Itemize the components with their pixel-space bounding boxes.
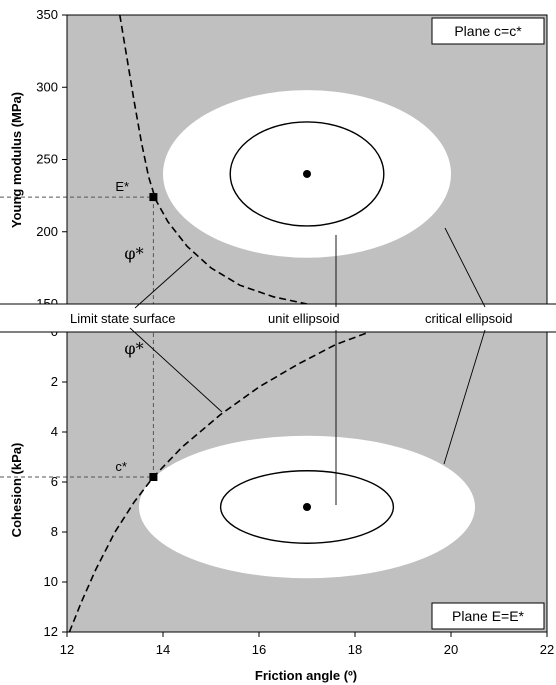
bottom-phi-label: φ* xyxy=(124,339,143,358)
xtick-label-4: 20 xyxy=(444,642,458,657)
xtick-label-2: 16 xyxy=(252,642,266,657)
bottom-unit-ellipse xyxy=(219,470,395,544)
top-ytick-label-2: 250 xyxy=(36,152,58,167)
bottom-ytick-label-1: 2 xyxy=(51,374,58,389)
x-axis-label: Friction angle (º) xyxy=(255,668,357,683)
axis-labels: Young modulus (MPa) Cohesion (kPa) Frict… xyxy=(9,92,357,683)
top-unit-ellipse xyxy=(229,121,385,227)
legend-band: Limit state surface unit ellipsoid criti… xyxy=(0,303,556,333)
y-axis-label-top: Young modulus (MPa) xyxy=(9,92,24,228)
top-phi-label: φ* xyxy=(124,244,143,263)
bottom-limit-state-curve xyxy=(68,331,370,633)
xtick-label-5: 22 xyxy=(540,642,554,657)
top-plane-label-box xyxy=(431,17,545,45)
y-axis-label-bottom: Cohesion (kPa) xyxy=(9,443,24,538)
top-center-point xyxy=(303,169,311,178)
top-limit-state-curve xyxy=(119,14,308,305)
xtick-label-0: 12 xyxy=(60,642,74,657)
leader-limit-bottom xyxy=(129,327,223,413)
top-ytick-label-3: 300 xyxy=(36,79,58,94)
legend-limit-state: Limit state surface xyxy=(70,311,176,326)
legend-band-background xyxy=(0,304,556,332)
leader-critical-top xyxy=(444,227,486,308)
top-design-label: E* xyxy=(115,179,129,194)
top-ytick-label-4: 350 xyxy=(36,7,58,22)
xtick-label-3: 18 xyxy=(348,642,362,657)
xtick-label-1: 14 xyxy=(156,642,170,657)
leader-critical-bottom xyxy=(443,329,486,465)
leader-limit-top xyxy=(134,256,193,309)
bottom-center-point xyxy=(303,503,311,511)
bottom-ytick-label-4: 8 xyxy=(51,524,58,539)
bottom-design-label: c* xyxy=(115,459,127,474)
bottom-ytick-label-6: 12 xyxy=(44,624,58,639)
leader-lines xyxy=(129,227,486,505)
top-panel: E*φ*150200250300350Plane c=c* xyxy=(0,7,548,311)
legend-unit-ellipsoid: unit ellipsoid xyxy=(268,311,340,326)
bottom-plane-label-box xyxy=(431,602,545,630)
top-design-point xyxy=(149,193,158,202)
top-plane-label: Plane c=c* xyxy=(454,23,522,39)
top-ytick-label-1: 200 xyxy=(36,224,58,239)
bottom-ytick-label-2: 4 xyxy=(51,424,58,439)
bottom-plane-label: Plane E=E* xyxy=(452,608,525,624)
bottom-ytick-label-3: 6 xyxy=(51,474,58,489)
bottom-design-point xyxy=(149,473,158,481)
bottom-ytick-label-5: 10 xyxy=(44,574,58,589)
legend-critical-ellipsoid: critical ellipsoid xyxy=(425,311,512,326)
